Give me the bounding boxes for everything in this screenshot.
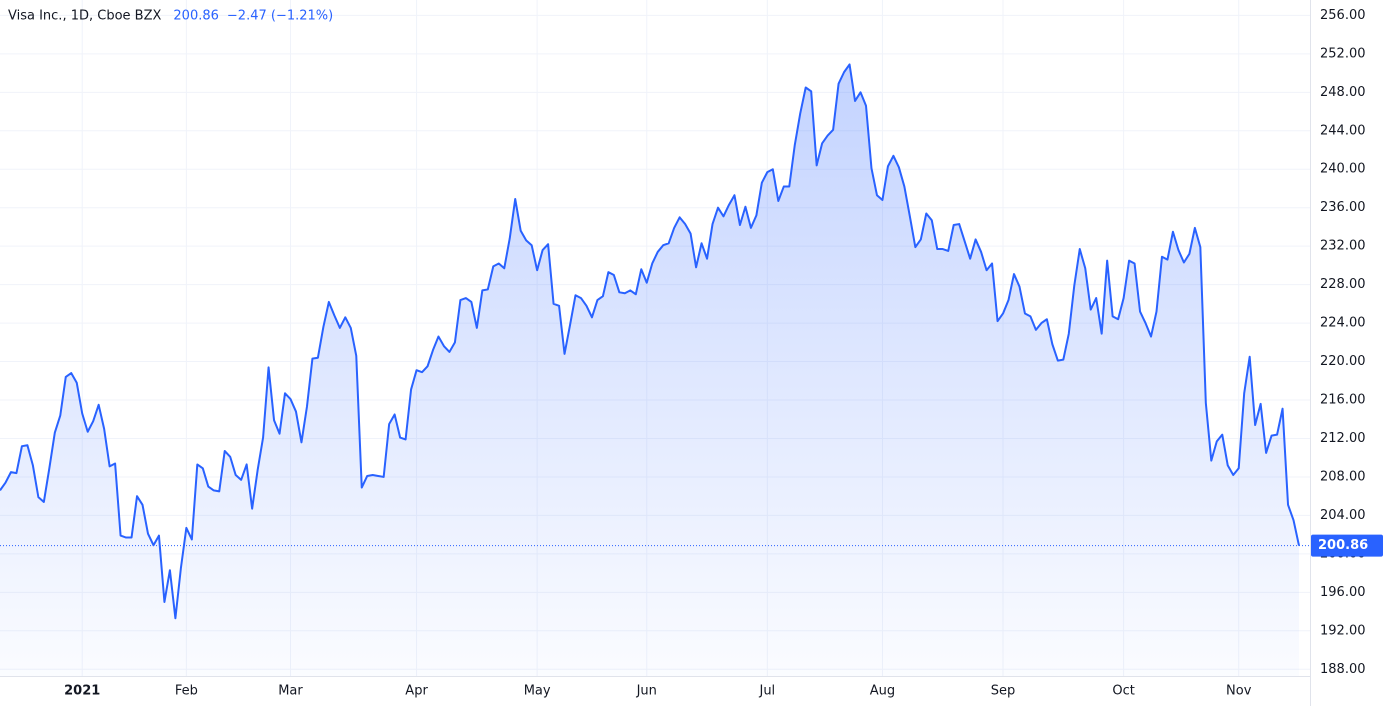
y-tick-label: 188.00 xyxy=(1320,662,1366,677)
x-tick-label: Sep xyxy=(991,684,1016,699)
y-tick-label: 256.00 xyxy=(1320,8,1366,23)
y-tick-label: 244.00 xyxy=(1320,123,1366,138)
x-tick-label: Oct xyxy=(1112,684,1134,699)
axes: 188.00192.00196.00200.00204.00208.00212.… xyxy=(64,8,1383,699)
price-change: −2.47 (−1.21%) xyxy=(227,9,333,24)
x-tick-label: Feb xyxy=(175,684,198,699)
chart-title: Visa Inc., 1D, Cboe BZX xyxy=(8,9,161,24)
x-tick-label: Mar xyxy=(278,684,303,699)
y-tick-label: 216.00 xyxy=(1320,393,1366,408)
x-tick-label: Aug xyxy=(870,684,895,699)
y-tick-label: 232.00 xyxy=(1320,239,1366,254)
y-tick-label: 220.00 xyxy=(1320,354,1366,369)
x-tick-label: Jun xyxy=(636,684,657,699)
last-price: 200.86 xyxy=(173,9,219,24)
y-tick-label: 192.00 xyxy=(1320,623,1366,638)
last-price-label: 200.86 xyxy=(1318,538,1368,553)
x-tick-label: 2021 xyxy=(64,684,100,699)
y-tick-label: 252.00 xyxy=(1320,46,1366,61)
y-tick-label: 240.00 xyxy=(1320,162,1366,177)
last-price-box xyxy=(1311,534,1383,557)
y-tick-label: 196.00 xyxy=(1320,585,1366,600)
y-tick-label: 224.00 xyxy=(1320,316,1366,331)
y-tick-label: 248.00 xyxy=(1320,85,1366,100)
y-tick-label: 208.00 xyxy=(1320,469,1366,484)
y-tick-label: 212.00 xyxy=(1320,431,1366,446)
series xyxy=(0,63,1310,677)
x-tick-label: May xyxy=(524,684,551,699)
price-line xyxy=(0,63,1300,620)
x-tick-label: Apr xyxy=(405,684,428,699)
x-tick-label: Nov xyxy=(1226,684,1252,699)
y-tick-label: 204.00 xyxy=(1320,508,1366,523)
x-tick-label: Jul xyxy=(758,684,775,699)
y-tick-label: 228.00 xyxy=(1320,277,1366,292)
area-fill xyxy=(0,64,1299,677)
y-tick-label: 236.00 xyxy=(1320,200,1366,215)
